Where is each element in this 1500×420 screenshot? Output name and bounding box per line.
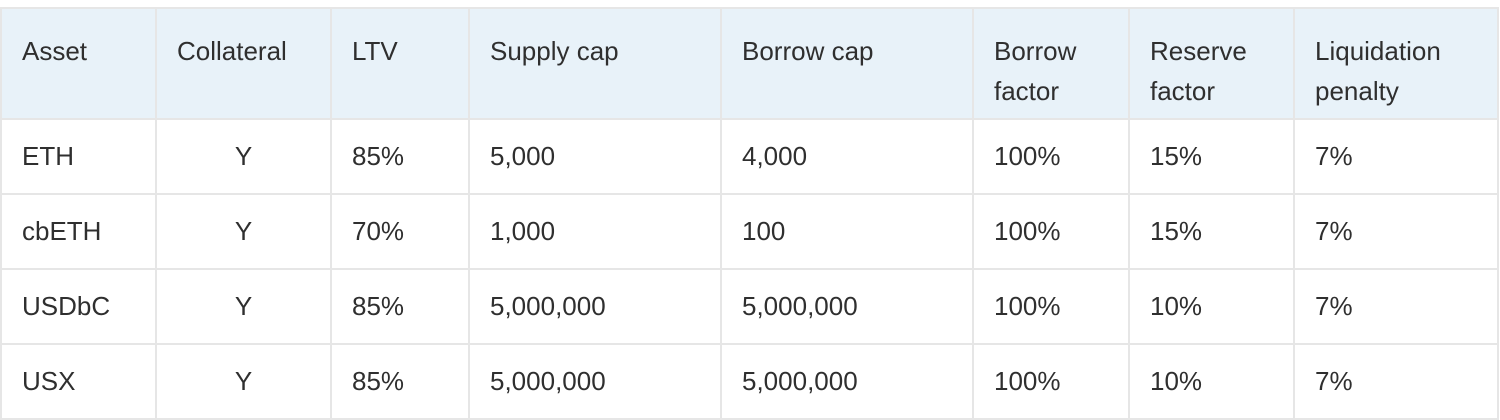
cell-liquidation-penalty: 7% [1293, 268, 1499, 345]
column-header-supply-cap: Supply cap [468, 7, 722, 120]
cell-reserve-factor: 15% [1128, 193, 1295, 270]
cell-reserve-factor: 10% [1128, 268, 1295, 345]
cell-borrow-cap: 5,000,000 [720, 343, 974, 420]
cell-borrow-cap: 4,000 [720, 118, 974, 195]
cell-reserve-factor: 15% [1128, 118, 1295, 195]
cell-borrow-cap: 5,000,000 [720, 268, 974, 345]
table-row: USX Y 85% 5,000,000 5,000,000 100% 10% 7% [0, 343, 1499, 420]
column-header-borrow-cap: Borrow cap [720, 7, 974, 120]
table-row: cbETH Y 70% 1,000 100 100% 15% 7% [0, 193, 1499, 270]
cell-borrow-factor: 100% [972, 343, 1130, 420]
cell-reserve-factor: 10% [1128, 343, 1295, 420]
cell-supply-cap: 1,000 [468, 193, 722, 270]
cell-collateral: Y [155, 343, 332, 420]
cell-ltv: 70% [330, 193, 470, 270]
column-header-reserve-factor: Reserve factor [1128, 7, 1295, 120]
cell-ltv: 85% [330, 343, 470, 420]
cell-supply-cap: 5,000,000 [468, 343, 722, 420]
cell-asset: USX [0, 343, 157, 420]
cell-borrow-cap: 100 [720, 193, 974, 270]
table-row: USDbC Y 85% 5,000,000 5,000,000 100% 10% 7% [0, 268, 1499, 345]
cell-collateral: Y [155, 118, 332, 195]
column-header-asset: Asset [0, 7, 157, 120]
cell-liquidation-penalty: 7% [1293, 118, 1499, 195]
cell-liquidation-penalty: 7% [1293, 193, 1499, 270]
cell-ltv: 85% [330, 118, 470, 195]
cell-collateral: Y [155, 268, 332, 345]
column-header-borrow-factor: Borrow factor [972, 7, 1130, 120]
column-header-collateral: Collateral [155, 7, 332, 120]
cell-borrow-factor: 100% [972, 268, 1130, 345]
column-header-liquidation-penalty: Liquidation penalty [1293, 7, 1499, 120]
asset-parameters-table: Asset Collateral LTV Supply cap Borrow cap Bo… [0, 7, 1499, 420]
cell-borrow-factor: 100% [972, 118, 1130, 195]
column-header-ltv: LTV [330, 7, 470, 120]
cell-asset: ETH [0, 118, 157, 195]
cell-liquidation-penalty: 7% [1293, 343, 1499, 420]
cell-ltv: 85% [330, 268, 470, 345]
cell-collateral: Y [155, 193, 332, 270]
cell-asset: cbETH [0, 193, 157, 270]
cell-supply-cap: 5,000,000 [468, 268, 722, 345]
cell-asset: USDbC [0, 268, 157, 345]
header-row: Asset Collateral LTV Supply cap Borrow cap Bo… [0, 7, 1499, 120]
cell-supply-cap: 5,000 [468, 118, 722, 195]
table-row: ETH Y 85% 5,000 4,000 100% 15% 7% [0, 118, 1499, 195]
cell-borrow-factor: 100% [972, 193, 1130, 270]
